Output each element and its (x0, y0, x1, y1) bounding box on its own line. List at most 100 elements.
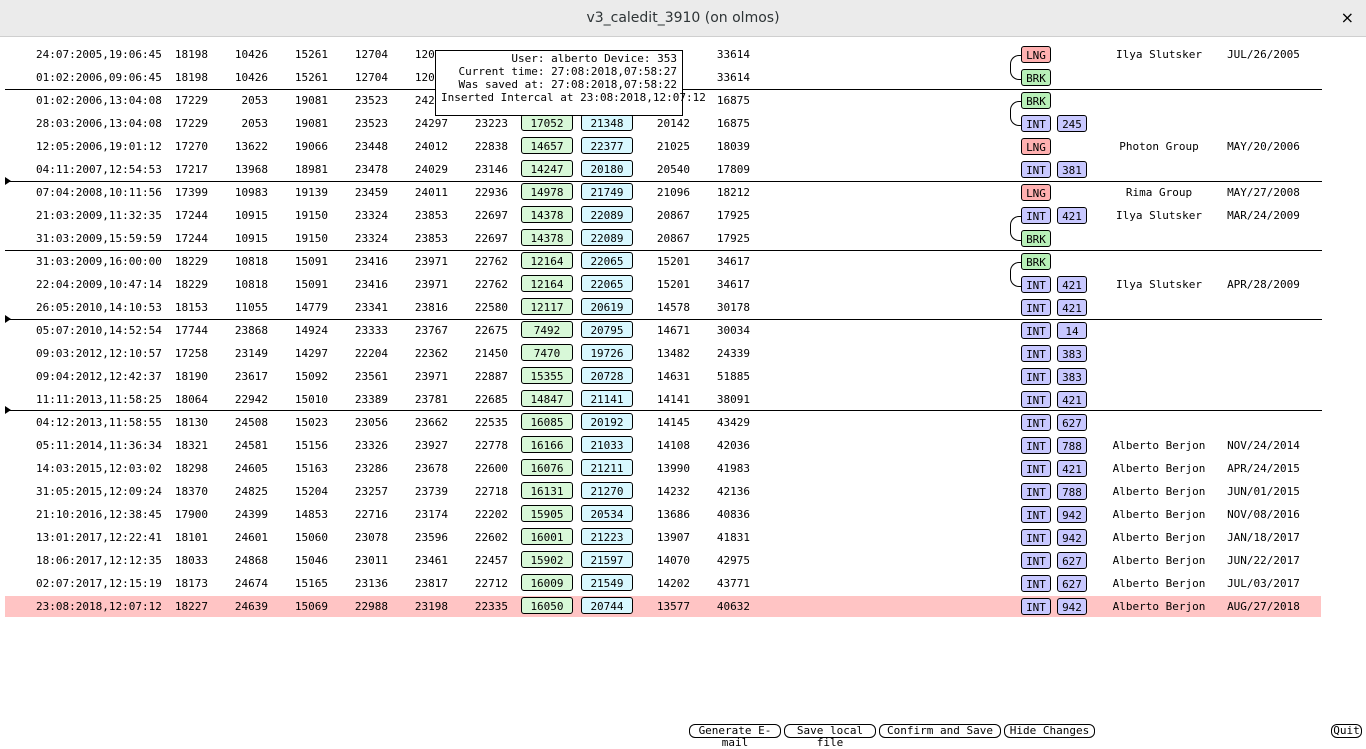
table-row[interactable]: 04:12:2013,11:58:55 18130 24508 15023 23056 2… (5, 412, 1321, 433)
type-tag-brk[interactable]: BRK (1021, 69, 1051, 86)
blue-value-box[interactable]: 20795 (581, 321, 633, 338)
quit-button[interactable]: Quit (1331, 724, 1362, 738)
type-tag-int[interactable]: INT (1021, 322, 1051, 339)
type-tag-brk[interactable]: BRK (1021, 230, 1051, 247)
type-tag-int[interactable]: INT (1021, 345, 1051, 362)
table-row[interactable]: 28:03:2006,13:04:08 17229 2053 19081 23523 24… (5, 113, 1321, 134)
hide-changes-button[interactable]: Hide Changes (1004, 724, 1095, 738)
type-tag-int[interactable]: INT (1021, 575, 1051, 592)
blue-value-box[interactable]: 20744 (581, 597, 633, 614)
table-row[interactable]: 31:05:2015,12:09:24 18370 24825 15204 23257 2… (5, 481, 1321, 502)
type-tag-int[interactable]: INT (1021, 368, 1051, 385)
blue-value-box[interactable]: 21033 (581, 436, 633, 453)
blue-value-box[interactable]: 21749 (581, 183, 633, 200)
table-row[interactable]: 14:03:2015,12:03:02 18298 24605 15163 23286 2… (5, 458, 1321, 479)
intercal-number-tag[interactable]: 421 (1057, 276, 1087, 293)
blue-value-box[interactable]: 22089 (581, 206, 633, 223)
blue-value-box[interactable]: 22377 (581, 137, 633, 154)
green-value-box[interactable]: 17052 (521, 114, 573, 131)
green-value-box[interactable]: 14978 (521, 183, 573, 200)
intercal-number-tag[interactable]: 421 (1057, 391, 1087, 408)
table-row[interactable]: 23:08:2018,12:07:12 18227 24639 15069 22988 2… (5, 596, 1321, 617)
table-row[interactable]: 09:03:2012,12:10:57 17258 23149 14297 22204 2… (5, 343, 1321, 364)
blue-value-box[interactable]: 22065 (581, 252, 633, 269)
save-local-file-button[interactable]: Save local file (784, 724, 876, 749)
green-value-box[interactable]: 15355 (521, 367, 573, 384)
table-row[interactable]: 01:02:2006,13:04:08 17229 2053 19081 23523 24… (5, 90, 1321, 111)
type-tag-int[interactable]: INT (1021, 207, 1051, 224)
intercal-number-tag[interactable]: 627 (1057, 414, 1087, 431)
type-tag-brk[interactable]: BRK (1021, 92, 1051, 109)
intercal-number-tag[interactable]: 14 (1057, 322, 1087, 339)
table-row[interactable]: 07:04:2008,10:11:56 17399 10983 19139 23459 2… (5, 182, 1321, 203)
green-value-box[interactable]: 16050 (521, 597, 573, 614)
table-row[interactable]: 04:11:2007,12:54:53 17217 13968 18981 23478 2… (5, 159, 1321, 180)
type-tag-int[interactable]: INT (1021, 161, 1051, 178)
table-row[interactable]: 09:04:2012,12:42:37 18190 23617 15092 23561 2… (5, 366, 1321, 387)
type-tag-int[interactable]: INT (1021, 115, 1051, 132)
table-row[interactable]: 11:11:2013,11:58:25 18064 22942 15010 23389 2… (5, 389, 1321, 410)
intercal-number-tag[interactable]: 788 (1057, 483, 1087, 500)
table-row[interactable]: 12:05:2006,19:01:12 17270 13622 19066 23448 2… (5, 136, 1321, 157)
blue-value-box[interactable]: 21211 (581, 459, 633, 476)
intercal-number-tag[interactable]: 788 (1057, 437, 1087, 454)
intercal-number-tag[interactable]: 627 (1057, 552, 1087, 569)
type-tag-brk[interactable]: BRK (1021, 253, 1051, 270)
generate-email-button[interactable]: Generate E-mail (689, 724, 781, 749)
intercal-number-tag[interactable]: 942 (1057, 506, 1087, 523)
green-value-box[interactable]: 16131 (521, 482, 573, 499)
type-tag-int[interactable]: INT (1021, 483, 1051, 500)
type-tag-lng[interactable]: LNG (1021, 46, 1051, 63)
green-value-box[interactable]: 16166 (521, 436, 573, 453)
green-value-box[interactable]: 15905 (521, 505, 573, 522)
intercal-number-tag[interactable]: 942 (1057, 529, 1087, 546)
green-value-box[interactable]: 14378 (521, 206, 573, 223)
table-row[interactable]: 31:03:2009,16:00:00 18229 10818 15091 23416 2… (5, 251, 1321, 272)
type-tag-int[interactable]: INT (1021, 276, 1051, 293)
green-value-box[interactable]: 7492 (521, 321, 573, 338)
blue-value-box[interactable]: 21348 (581, 114, 633, 131)
type-tag-int[interactable]: INT (1021, 437, 1051, 454)
type-tag-int[interactable]: INT (1021, 529, 1051, 546)
green-value-box[interactable]: 16085 (521, 413, 573, 430)
green-value-box[interactable]: 12164 (521, 275, 573, 292)
green-value-box[interactable]: 15902 (521, 551, 573, 568)
intercal-number-tag[interactable]: 942 (1057, 598, 1087, 615)
green-value-box[interactable]: 14657 (521, 137, 573, 154)
close-icon[interactable]: × (1340, 8, 1354, 27)
type-tag-lng[interactable]: LNG (1021, 184, 1051, 201)
intercal-number-tag[interactable]: 383 (1057, 368, 1087, 385)
blue-value-box[interactable]: 22089 (581, 229, 633, 246)
table-row[interactable]: 26:05:2010,14:10:53 18153 11055 14779 23341 2… (5, 297, 1321, 318)
type-tag-int[interactable]: INT (1021, 299, 1051, 316)
blue-value-box[interactable]: 20728 (581, 367, 633, 384)
type-tag-int[interactable]: INT (1021, 506, 1051, 523)
green-value-box[interactable]: 16001 (521, 528, 573, 545)
green-value-box[interactable]: 12117 (521, 298, 573, 315)
blue-value-box[interactable]: 20534 (581, 505, 633, 522)
blue-value-box[interactable]: 21549 (581, 574, 633, 591)
intercal-number-tag[interactable]: 421 (1057, 207, 1087, 224)
blue-value-box[interactable]: 21597 (581, 551, 633, 568)
intercal-number-tag[interactable]: 421 (1057, 299, 1087, 316)
green-value-box[interactable]: 12164 (521, 252, 573, 269)
intercal-number-tag[interactable]: 383 (1057, 345, 1087, 362)
table-row[interactable]: 13:01:2017,12:22:41 18101 24601 15060 23078 2… (5, 527, 1321, 548)
table-row[interactable]: 05:07:2010,14:52:54 17744 23868 14924 23333 2… (5, 320, 1321, 341)
blue-value-box[interactable]: 22065 (581, 275, 633, 292)
green-value-box[interactable]: 16009 (521, 574, 573, 591)
green-value-box[interactable]: 14378 (521, 229, 573, 246)
type-tag-int[interactable]: INT (1021, 552, 1051, 569)
blue-value-box[interactable]: 20619 (581, 298, 633, 315)
intercal-number-tag[interactable]: 245 (1057, 115, 1087, 132)
green-value-box[interactable]: 14847 (521, 390, 573, 407)
green-value-box[interactable]: 16076 (521, 459, 573, 476)
intercal-number-tag[interactable]: 627 (1057, 575, 1087, 592)
table-row[interactable]: 02:07:2017,12:15:19 18173 24674 15165 23136 2… (5, 573, 1321, 594)
blue-value-box[interactable]: 20192 (581, 413, 633, 430)
type-tag-int[interactable]: INT (1021, 598, 1051, 615)
blue-value-box[interactable]: 21270 (581, 482, 633, 499)
intercal-number-tag[interactable]: 381 (1057, 161, 1087, 178)
blue-value-box[interactable]: 21223 (581, 528, 633, 545)
table-row[interactable]: 18:06:2017,12:12:35 18033 24868 15046 23011 2… (5, 550, 1321, 571)
